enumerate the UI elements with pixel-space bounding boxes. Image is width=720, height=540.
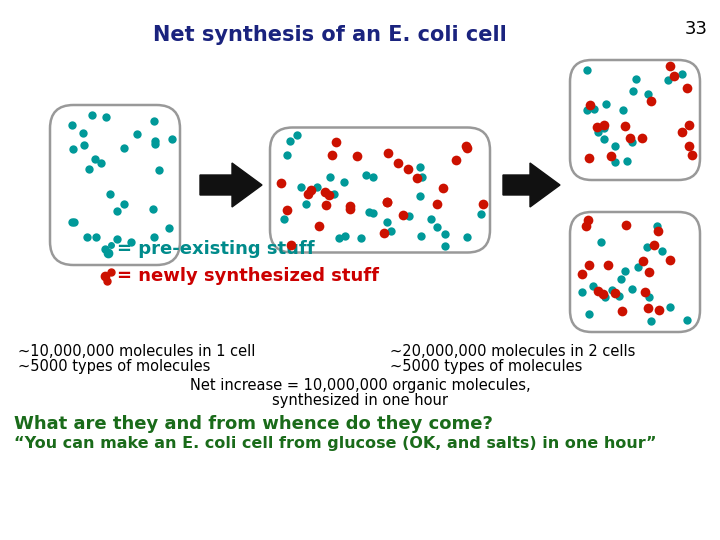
Polygon shape <box>200 163 262 207</box>
Text: Net increase = 10,000,000 organic molecules,: Net increase = 10,000,000 organic molecu… <box>189 378 531 393</box>
Polygon shape <box>503 163 560 207</box>
FancyBboxPatch shape <box>50 105 180 265</box>
Text: What are they and from whence do they come?: What are they and from whence do they co… <box>14 415 493 433</box>
Text: Net synthesis of an E. coli cell: Net synthesis of an E. coli cell <box>153 25 507 45</box>
FancyBboxPatch shape <box>270 127 490 253</box>
Text: 33: 33 <box>685 20 708 38</box>
FancyBboxPatch shape <box>570 212 700 332</box>
Text: ~5000 types of molecules: ~5000 types of molecules <box>390 359 582 374</box>
Text: “You can make an E. coli cell from glucose (OK, and salts) in one hour”: “You can make an E. coli cell from gluco… <box>14 436 657 451</box>
FancyBboxPatch shape <box>570 60 700 180</box>
Text: synthesized in one hour: synthesized in one hour <box>272 393 448 408</box>
Text: ~20,000,000 molecules in 2 cells: ~20,000,000 molecules in 2 cells <box>390 344 635 359</box>
Text: ~5000 types of molecules: ~5000 types of molecules <box>18 359 210 374</box>
Text: = pre-existing stuff: = pre-existing stuff <box>117 240 315 258</box>
Text: = newly synthesized stuff: = newly synthesized stuff <box>117 267 379 285</box>
Text: ~10,000,000 molecules in 1 cell: ~10,000,000 molecules in 1 cell <box>18 344 256 359</box>
